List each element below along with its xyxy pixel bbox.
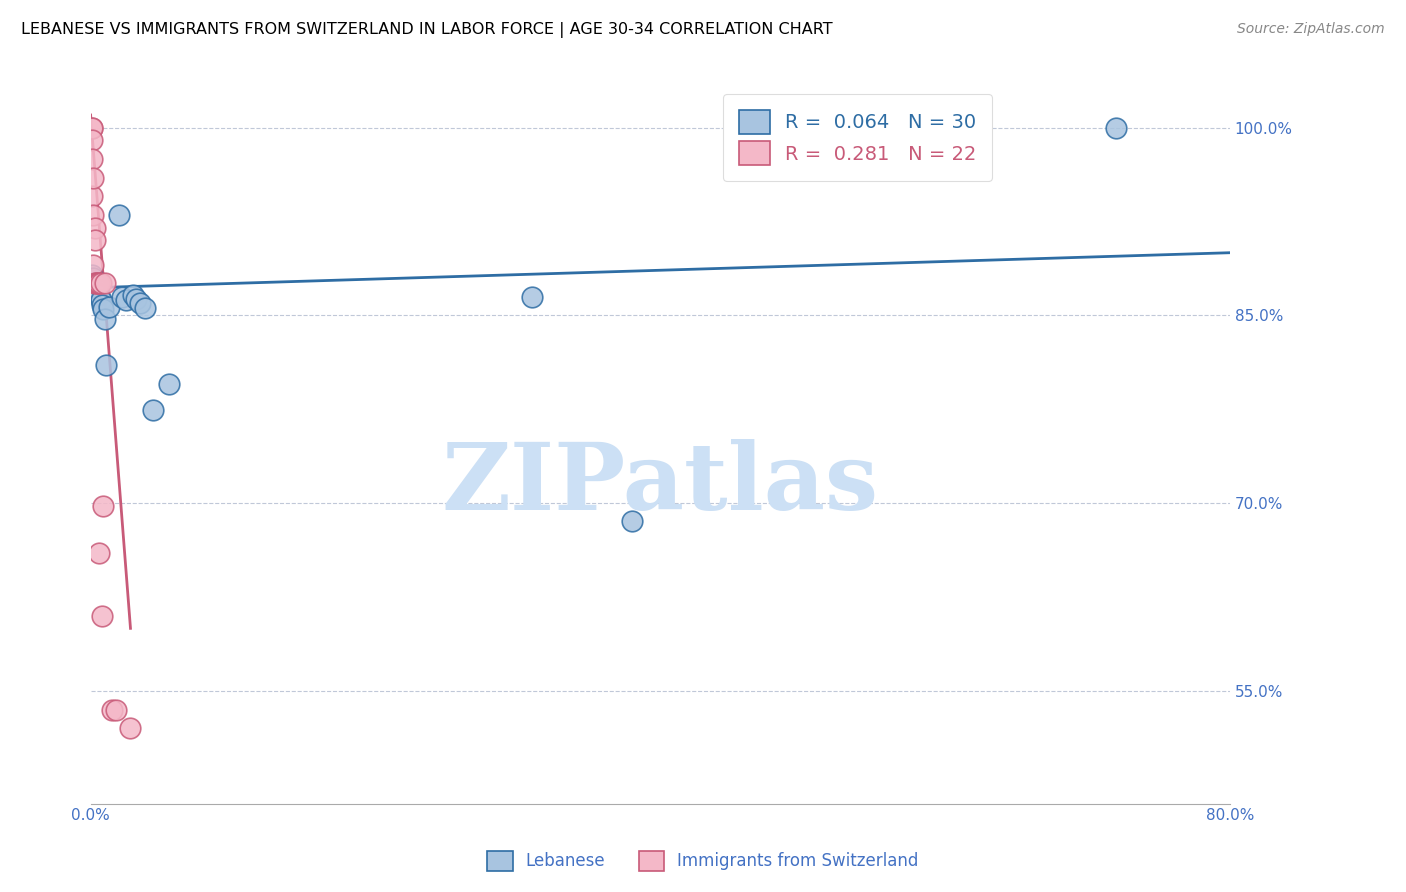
Point — [134, 301, 156, 315]
Point — [115, 293, 138, 308]
Point — [80, 273, 103, 287]
Point — [91, 298, 114, 312]
Point — [90, 293, 112, 308]
Point — [122, 288, 145, 302]
Point — [83, 281, 105, 295]
Point — [91, 608, 114, 623]
Point — [129, 295, 152, 310]
Point — [93, 301, 115, 316]
Point — [82, 208, 104, 222]
Point — [87, 276, 110, 290]
Point — [80, 152, 103, 166]
Point — [1105, 120, 1128, 135]
Point — [80, 268, 103, 283]
Point — [83, 233, 105, 247]
Point — [96, 359, 118, 373]
Point — [82, 170, 104, 185]
Legend: Lebanese, Immigrants from Switzerland: Lebanese, Immigrants from Switzerland — [479, 842, 927, 880]
Text: Source: ZipAtlas.com: Source: ZipAtlas.com — [1237, 22, 1385, 37]
Point — [89, 276, 111, 290]
Legend: R =  0.064   N = 30, R =  0.281   N = 22: R = 0.064 N = 30, R = 0.281 N = 22 — [723, 95, 993, 181]
Point — [83, 220, 105, 235]
Point — [125, 292, 148, 306]
Point — [89, 546, 111, 560]
Point — [84, 279, 107, 293]
Text: LEBANESE VS IMMIGRANTS FROM SWITZERLAND IN LABOR FORCE | AGE 30-34 CORRELATION C: LEBANESE VS IMMIGRANTS FROM SWITZERLAND … — [21, 22, 832, 38]
Point — [620, 514, 643, 528]
Point — [80, 133, 103, 147]
Point — [90, 276, 112, 290]
Point — [108, 208, 131, 222]
Point — [87, 283, 110, 297]
Point — [120, 722, 142, 736]
Point — [98, 300, 121, 314]
Point — [94, 312, 117, 326]
Point — [82, 258, 104, 272]
Point — [111, 289, 134, 303]
Point — [80, 276, 103, 290]
Point — [84, 276, 107, 290]
Point — [89, 288, 111, 302]
Point — [101, 703, 124, 717]
Point — [93, 499, 115, 513]
Point — [80, 120, 103, 135]
Point — [82, 270, 104, 285]
Point — [80, 120, 103, 135]
Point — [87, 285, 110, 300]
Point — [84, 276, 107, 290]
Point — [83, 276, 105, 290]
Point — [157, 377, 180, 392]
Point — [80, 189, 103, 203]
Text: ZIPatlas: ZIPatlas — [441, 439, 879, 529]
Point — [82, 278, 104, 293]
Point — [83, 277, 105, 291]
Point — [105, 703, 128, 717]
Point — [94, 276, 117, 290]
Point — [520, 289, 543, 303]
Point — [142, 403, 165, 417]
